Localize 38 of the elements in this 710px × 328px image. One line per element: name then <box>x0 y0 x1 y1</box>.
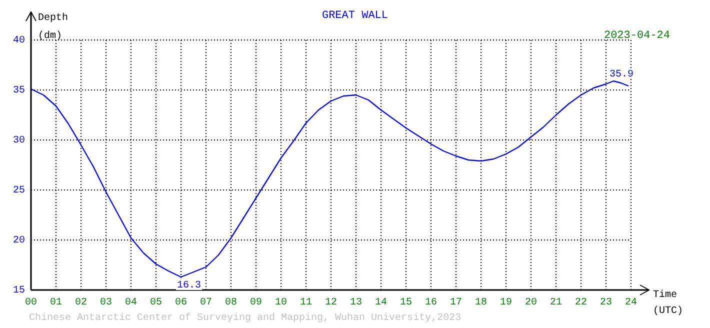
x-tick-label: 05 <box>150 298 162 309</box>
x-tick-label: 15 <box>400 298 412 309</box>
y-tick-label: 15 <box>12 286 25 297</box>
x-tick-label: 07 <box>200 298 212 309</box>
text: Chinese Antarctic Center of Surveying and Mapping, Wuhan University,2023 <box>29 313 462 324</box>
x-tick-label: 16 <box>424 298 438 309</box>
chart-title: GREAT WALL <box>322 10 388 22</box>
x-tick-label: 20 <box>524 298 538 309</box>
annotation: 16.3 <box>177 280 202 292</box>
x-axis-title: Time (UTC) <box>653 288 684 319</box>
x-tick-label: 24 <box>624 298 638 309</box>
x-tick-label: 19 <box>500 298 512 309</box>
x-tick-label: 08 <box>224 298 238 309</box>
x-tick-label: 04 <box>124 298 138 309</box>
y-axis-title: Depth (dm) <box>38 12 70 44</box>
y-tick-label: 25 <box>12 186 25 197</box>
y-tick-label: 35 <box>12 86 25 97</box>
x-tick-label: 17 <box>450 298 462 309</box>
x-tick-label: 18 <box>474 298 488 309</box>
x-tick-label: 03 <box>100 298 112 309</box>
annotation: 35.9 <box>610 70 634 81</box>
y-tick-label: 20 <box>12 236 25 247</box>
x-tick-label: 12 <box>324 298 338 309</box>
x-tick-label: 22 <box>574 298 588 309</box>
x-tick-label: 13 <box>350 298 362 309</box>
x-tick-label: 02 <box>74 298 88 309</box>
x-tick-label: 06 <box>174 298 188 309</box>
x-tick-label: 14 <box>374 298 388 309</box>
x-tick-label: 21 <box>550 298 562 309</box>
x-tick-label: 00 <box>24 298 38 309</box>
chart-subtitle: 2023-04-24 <box>604 30 670 42</box>
x-tick-label: 11 <box>300 298 312 309</box>
x-tick-label: 09 <box>250 298 262 309</box>
x-tick-label: 23 <box>600 298 612 309</box>
y-tick-label: 30 <box>12 136 25 147</box>
x-tick-label: 01 <box>50 298 62 309</box>
y-tick-label: 40 <box>12 36 25 47</box>
x-tick-label: 10 <box>274 298 288 309</box>
